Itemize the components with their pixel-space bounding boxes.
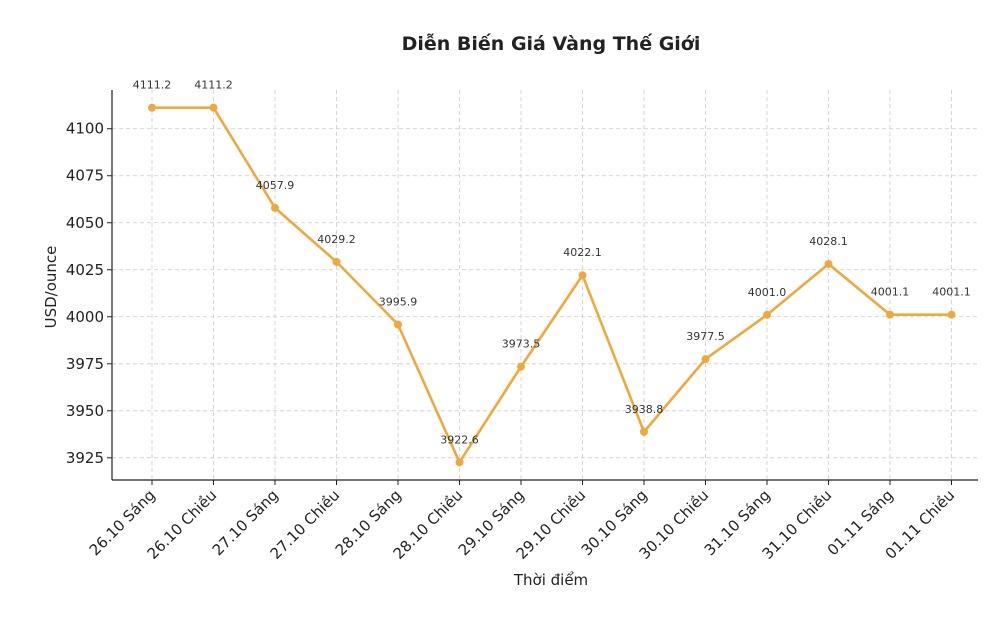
- data-point: [947, 310, 956, 319]
- y-axis-label: USD/ounce: [42, 246, 60, 329]
- data-label: 3922.6: [440, 433, 479, 446]
- data-label: 3938.8: [625, 403, 664, 416]
- data-label: 4029.2: [317, 233, 356, 246]
- y-tick-label: 3950: [66, 402, 104, 420]
- y-tick-label: 3975: [66, 355, 104, 373]
- data-point: [332, 257, 341, 266]
- y-tick-label: 4100: [66, 120, 104, 138]
- data-label: 4001.0: [748, 286, 787, 299]
- data-point: [578, 271, 587, 280]
- data-label: 4022.1: [563, 246, 602, 259]
- data-point: [455, 458, 464, 467]
- grid: [112, 90, 978, 480]
- data-label: 4028.1: [809, 235, 848, 248]
- data-labels: 4111.2 4111.2 4057.9 4029.2 3995.9 3922.6 3973…: [133, 79, 971, 447]
- data-label: 3995.9: [379, 295, 418, 308]
- data-label: 4111.2: [133, 79, 172, 92]
- y-tick-label: 4025: [66, 261, 104, 279]
- data-label: 4001.1: [871, 286, 910, 299]
- data-label: 4057.9: [256, 179, 295, 192]
- data-label: 3973.5: [502, 338, 541, 351]
- y-axis-ticks: 3925 3950 3975 4000 4025 4050 4075 4100: [66, 120, 112, 467]
- y-tick-label: 3925: [66, 449, 104, 467]
- data-label: 4111.2: [194, 79, 233, 92]
- y-tick-label: 4075: [66, 167, 104, 185]
- axes: [111, 90, 978, 481]
- y-tick-label: 4000: [66, 308, 104, 326]
- data-point: [271, 203, 279, 212]
- data-label: 3977.5: [686, 330, 725, 343]
- data-point: [763, 310, 771, 319]
- data-point: [824, 259, 833, 268]
- y-tick-label: 4050: [66, 214, 104, 232]
- x-axis-label: Thời điểm: [513, 571, 588, 589]
- data-point: [394, 320, 402, 329]
- data-point: [886, 310, 894, 319]
- data-point: [640, 427, 648, 436]
- series-line-group: [148, 103, 956, 467]
- data-label: 4001.1: [932, 286, 971, 299]
- series-line: [152, 106, 952, 464]
- chart-title: Diễn Biến Giá Vàng Thế Giới: [402, 31, 701, 55]
- data-point: [701, 355, 710, 364]
- data-point: [517, 362, 525, 371]
- data-point: [148, 103, 156, 112]
- data-point: [209, 103, 218, 112]
